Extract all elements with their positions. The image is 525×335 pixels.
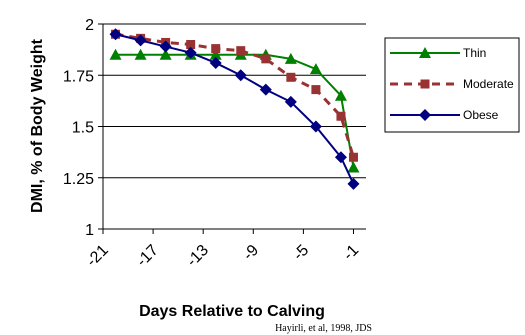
data-point-thin [109,48,122,60]
data-point-obese [347,177,360,190]
data-point-obese [234,69,247,82]
data-point-obese [259,83,272,96]
y-tick-label: 1.25 [63,171,94,188]
legend-item-thin: Thin [390,46,486,60]
data-point-obese [134,34,147,47]
gridlines [103,23,366,179]
data-point-moderate [311,85,321,95]
data-point-moderate [186,40,196,49]
series-line-obese [115,33,355,185]
legend: Thin Moderate Obese [384,37,520,133]
data-point-thin [347,161,360,173]
x-axis-ticks: -21 -17 -13 -9 -5 -1 [83,229,362,270]
y-tick-label: 1 [85,222,94,239]
x-axis-label: Days Relative to Calving [139,303,325,320]
series-moderate [111,29,358,162]
data-point-obese [309,120,322,133]
series-thin [109,48,360,173]
data-point-obese [334,151,347,164]
legend-marker-thin [419,47,431,58]
x-tick-label: -5 [290,242,312,264]
y-axis-ticks: 1 1.25 1.5 1.75 2 [63,17,103,239]
x-tick-label: -21 [83,242,111,270]
data-point-moderate [211,44,221,54]
data-point-obese [159,40,172,53]
data-point-moderate [348,152,358,162]
data-point-thin [309,63,322,75]
data-point-obese [209,56,222,69]
data-point-moderate [261,54,271,64]
series-lines [109,28,360,190]
y-axis-label: DMI, % of Body Weight [29,38,46,213]
data-point-moderate [236,46,246,56]
x-tick-label: -13 [184,242,212,270]
legend-label-moderate: Moderate [463,77,514,91]
legend-item-obese: Obese [390,108,499,122]
y-tick-label: 1.5 [72,120,94,137]
legend-label-obese: Obese [463,108,499,122]
data-point-obese [284,95,297,108]
x-tick-label: -17 [134,242,162,270]
series-obese [109,28,360,190]
y-tick-label: 1.75 [63,68,94,85]
legend-marker-obese [419,109,431,121]
data-point-thin [159,48,172,60]
x-tick-label: -1 [340,242,362,264]
data-point-obese [109,28,122,41]
series-line-moderate [115,32,355,158]
legend-marker-moderate [420,79,430,89]
data-point-thin [209,48,222,60]
data-point-thin [334,89,347,101]
data-point-thin [284,52,297,64]
legend-label-thin: Thin [463,46,486,60]
legend-item-moderate: Moderate [390,77,514,91]
data-point-obese [184,46,197,59]
y-tick-label: 2 [85,17,94,34]
source-citation: Hayirli, et al, 1998, JDS [275,323,372,334]
x-tick-label: -9 [240,242,262,264]
data-point-moderate [286,72,296,82]
data-point-thin [134,48,147,60]
data-point-moderate [336,111,346,121]
